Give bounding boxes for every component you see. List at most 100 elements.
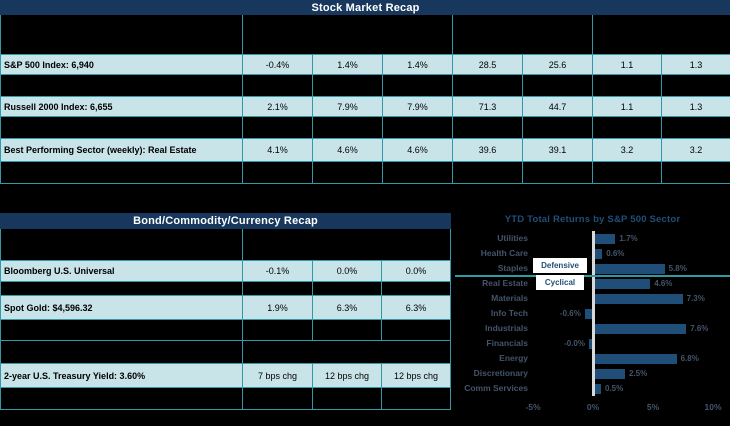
chart-title: YTD Total Returns by S&P 500 Sector — [504, 214, 681, 225]
stock-table-title-row: Stock Market Recap — [0, 0, 730, 15]
header-cell — [452, 14, 593, 55]
spacer-cell — [452, 74, 523, 97]
table-cell: 3.2 — [592, 138, 662, 162]
x-tick-label: 0% — [586, 402, 600, 412]
table-cell: 4.6% — [312, 138, 383, 162]
spacer-cell — [382, 161, 453, 184]
value-label: 4.6% — [654, 279, 673, 288]
chart-plot-area: Utilities 1.7% Health Care 0.6% Staples 5.8% R… — [455, 231, 730, 396]
bar — [589, 338, 592, 349]
table-row-treasury-yield: 2-year U.S. Treasury Yield: 3.60% 7 bps … — [0, 363, 452, 388]
spacer-cell — [0, 387, 243, 410]
header-cell — [0, 14, 243, 55]
spacer-row — [0, 116, 730, 139]
spacer-cell — [312, 319, 382, 341]
empty-row — [0, 340, 452, 364]
table-cell: 4.1% — [242, 138, 313, 162]
category-label: Staples — [497, 263, 528, 273]
row-label-cell: Spot Gold: $4,596.32 — [0, 295, 243, 320]
bond-commodity-currency-table: Bond/Commodity/Currency Recap Bloomberg … — [0, 213, 452, 410]
spacer-cell — [242, 281, 313, 296]
bar — [595, 323, 687, 334]
table-cell: 6.3% — [312, 295, 382, 320]
row-label-cell: Bloomberg U.S. Universal — [0, 260, 243, 282]
x-tick-label: -5% — [525, 402, 541, 412]
spacer-cell — [452, 161, 523, 184]
table-cell: 25.6 — [522, 54, 593, 75]
spacer-row — [0, 281, 452, 296]
table-cell: -0.4% — [242, 54, 313, 75]
bond-table-title-row: Bond/Commodity/Currency Recap — [0, 213, 452, 229]
spacer-row — [0, 319, 452, 341]
x-tick-label: 10% — [704, 402, 722, 412]
spacer-cell — [522, 116, 593, 139]
spacer-cell — [522, 161, 593, 184]
spacer-cell — [312, 74, 383, 97]
chart-row-comm-services: Comm Services 0.5% — [455, 381, 730, 396]
table-cell: 1.4% — [312, 54, 383, 75]
table-cell: 28.5 — [452, 54, 523, 75]
table-row-best-sector: Best Performing Sector (weekly): Real Es… — [0, 138, 730, 162]
row-label-cell: Best Performing Sector (weekly): Real Es… — [0, 138, 243, 162]
x-tick-label: 5% — [646, 402, 660, 412]
spacer-cell — [380, 387, 452, 410]
cyclical-group-label: Cyclical — [536, 275, 584, 290]
bond-table-header-row — [0, 228, 452, 261]
bar — [595, 368, 625, 379]
chart-x-axis: -5% 0% 5% 10% — [455, 400, 730, 416]
spacer-cell — [0, 74, 243, 97]
table-cell: 1.1 — [592, 96, 662, 117]
table-cell: 1.3 — [660, 54, 730, 75]
table-cell: 0.0% — [380, 260, 452, 282]
chart-row-info-tech: Info Tech -0.6% — [455, 306, 730, 321]
value-label: 5.8% — [668, 264, 687, 273]
bar — [595, 263, 665, 274]
category-label: Discretionary — [473, 368, 528, 378]
defensive-group-label: Defensive — [533, 258, 587, 273]
table-cell: 1.4% — [382, 54, 453, 75]
category-label: Health Care — [480, 248, 528, 258]
spacer-row — [0, 161, 730, 184]
row-label-cell: Russell 2000 Index: 6,655 — [0, 96, 243, 117]
defensive-cyclical-divider-line — [455, 275, 730, 277]
bar — [584, 308, 592, 319]
spacer-cell — [380, 281, 452, 296]
value-label: 7.6% — [690, 324, 709, 333]
value-label: 0.5% — [605, 384, 624, 393]
table-cell: 71.3 — [452, 96, 523, 117]
table-cell: 7 bps chg — [242, 363, 313, 388]
table-row-bloomberg: Bloomberg U.S. Universal -0.1% 0.0% 0.0% — [0, 260, 452, 282]
spacer-row — [0, 387, 452, 410]
spacer-cell — [0, 161, 243, 184]
spacer-cell — [660, 74, 730, 97]
spacer-cell — [241, 340, 452, 364]
table-cell: 44.7 — [522, 96, 593, 117]
spacer-cell — [242, 116, 313, 139]
table-cell: 1.9% — [242, 295, 313, 320]
chart-row-materials: Materials 7.3% — [455, 291, 730, 306]
table-row-sp500: S&P 500 Index: 6,940 -0.4% 1.4% 1.4% 28.… — [0, 54, 730, 75]
table-cell: 7.9% — [312, 96, 383, 117]
header-cell — [241, 228, 452, 261]
chart-row-staples: Staples 5.8% — [455, 261, 730, 276]
chart-row-discretionary: Discretionary 2.5% — [455, 366, 730, 381]
spacer-cell — [242, 387, 313, 410]
value-label: 2.5% — [629, 369, 648, 378]
category-label: Materials — [491, 293, 528, 303]
spacer-cell — [312, 161, 383, 184]
spacer-cell — [0, 319, 243, 341]
stock-table-title: Stock Market Recap — [0, 0, 730, 15]
chart-row-industrials: Industrials 7.6% — [455, 321, 730, 336]
bond-table-title: Bond/Commodity/Currency Recap — [0, 213, 452, 229]
value-label: -0.0% — [564, 339, 585, 348]
row-label-cell: 2-year U.S. Treasury Yield: 3.60% — [0, 363, 243, 388]
table-cell: -0.1% — [242, 260, 313, 282]
spacer-cell — [0, 340, 243, 364]
category-label: Financials — [486, 338, 528, 348]
spacer-cell — [592, 116, 662, 139]
header-cell — [0, 228, 243, 261]
stock-market-recap-table: Stock Market Recap S&P 500 Index: 6,940 … — [0, 0, 730, 184]
spacer-cell — [0, 116, 243, 139]
table-cell: 39.1 — [522, 138, 593, 162]
bar — [595, 233, 616, 244]
